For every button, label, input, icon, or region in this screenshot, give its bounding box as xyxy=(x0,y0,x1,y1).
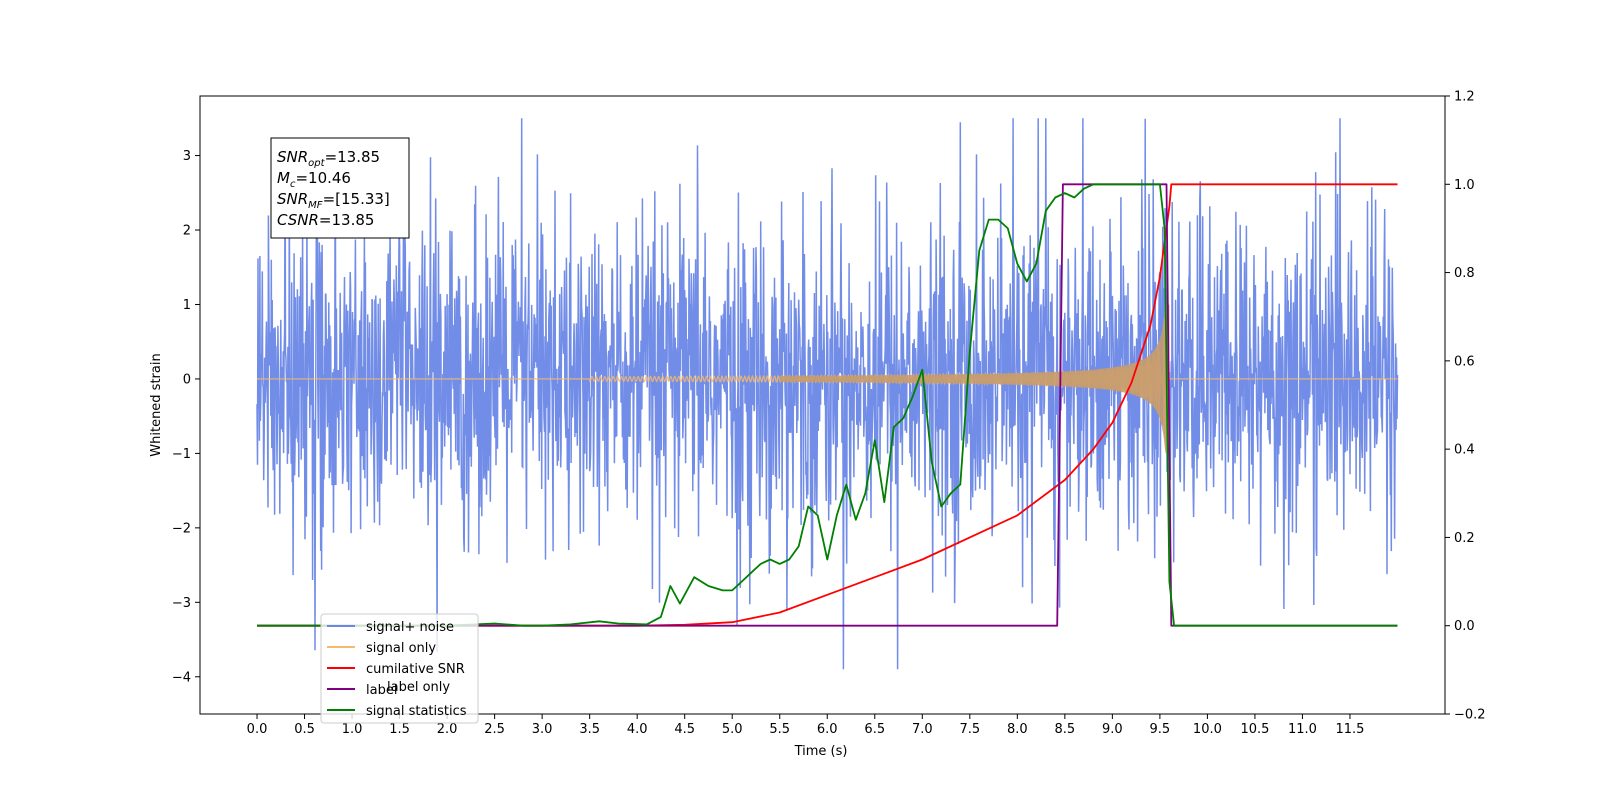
stats-annotation: SNRopt=13.85Mc=10.46SNRMF=[15.33]CSNR=13… xyxy=(270,137,410,239)
annotation-line: CSNR=13.85 xyxy=(277,211,374,229)
y-tick-label: 3 xyxy=(183,149,191,164)
y2-tick-label: 0.8 xyxy=(1454,266,1475,281)
legend-label: signal statistics xyxy=(366,704,467,719)
x-tick-label: 10.0 xyxy=(1193,722,1222,737)
x-tick-label: 9.5 xyxy=(1150,722,1171,737)
x-tick-label: 5.0 xyxy=(722,722,743,737)
cumilative-snr-line xyxy=(257,183,1398,627)
x-tick-label: 2.5 xyxy=(484,722,505,737)
x-tick-label: 11.0 xyxy=(1288,722,1317,737)
x-tick-label: 8.5 xyxy=(1055,722,1076,737)
x-axis-label: Time (s) xyxy=(794,744,848,759)
legend-box xyxy=(320,613,479,724)
y-tick-label: 0 xyxy=(183,372,191,387)
x-tick-label: 1.5 xyxy=(389,722,410,737)
y-tick-label: −4 xyxy=(172,670,191,685)
x-tick-label: 6.0 xyxy=(817,722,838,737)
y-axis-label: Whitened strain xyxy=(149,353,164,456)
y-tick-label: 2 xyxy=(183,224,191,239)
x-axis-ticks: 0.0 0.5 1.0 1.5 2.0 2.5 3.0 3.5 4.0 4.5 5.0 5.5 6.0 6… xyxy=(247,714,1364,737)
annotation-line: Mc=10.46 xyxy=(277,169,351,190)
x-tick-label: 4.0 xyxy=(627,722,648,737)
annotation-line: SNRopt=13.85 xyxy=(277,148,380,169)
label-only-ghost-text: label only xyxy=(387,680,450,695)
x-tick-label: 0.5 xyxy=(294,722,315,737)
x-tick-label: 3.0 xyxy=(532,722,553,737)
right-axis-series xyxy=(257,183,1398,627)
x-tick-label: 11.5 xyxy=(1335,722,1364,737)
legend-label: signal only xyxy=(366,641,436,656)
x-tick-label: 7.0 xyxy=(912,722,933,737)
y2-tick-label: 1.2 xyxy=(1454,90,1475,105)
y2-axis-ticks: −0.2 0.0 0.2 0.4 0.6 0.8 1.0 1.2 xyxy=(1445,90,1486,723)
x-tick-label: 0.0 xyxy=(247,722,268,737)
annotation-line: SNRMF=[15.33] xyxy=(277,190,390,211)
x-tick-label: 2.0 xyxy=(437,722,458,737)
legend-label: cumilative SNR xyxy=(366,662,465,677)
y2-tick-label: 1.0 xyxy=(1454,178,1475,193)
signal-statistics-line xyxy=(257,183,1398,627)
y2-tick-label: 0.0 xyxy=(1454,619,1475,634)
y-tick-label: −1 xyxy=(172,447,191,462)
y2-tick-label: 0.4 xyxy=(1454,443,1475,458)
x-tick-label: 6.5 xyxy=(864,722,885,737)
y2-tick-label: 0.2 xyxy=(1454,531,1475,546)
x-tick-label: 9.0 xyxy=(1102,722,1123,737)
legend: label only signal+ noise signal only cumila… xyxy=(320,613,479,724)
legend-label: signal+ noise xyxy=(366,620,454,635)
legend-label: label xyxy=(366,683,397,698)
y-tick-label: −2 xyxy=(172,521,191,536)
y2-tick-label: 0.6 xyxy=(1454,354,1475,369)
signal-only-envelope xyxy=(779,304,1170,454)
signal-noise-line xyxy=(256,118,1399,670)
plot-frame xyxy=(199,95,1446,715)
x-tick-label: 10.5 xyxy=(1240,722,1269,737)
x-tick-label: 5.5 xyxy=(769,722,790,737)
y-tick-label: −3 xyxy=(172,596,191,611)
x-tick-label: 8.0 xyxy=(1007,722,1028,737)
y-tick-label: 1 xyxy=(183,298,191,313)
x-tick-label: 1.0 xyxy=(342,722,363,737)
signal-only-series xyxy=(257,304,1398,454)
y-axis-ticks: −4 −3 −2 −1 0 1 2 3 xyxy=(172,149,200,685)
y2-tick-label: −0.2 xyxy=(1454,708,1486,723)
annotation-box xyxy=(270,137,410,239)
signal-noise-series xyxy=(256,118,1399,670)
x-tick-label: 7.5 xyxy=(959,722,980,737)
x-tick-label: 4.5 xyxy=(674,722,695,737)
x-tick-label: 3.5 xyxy=(579,722,600,737)
